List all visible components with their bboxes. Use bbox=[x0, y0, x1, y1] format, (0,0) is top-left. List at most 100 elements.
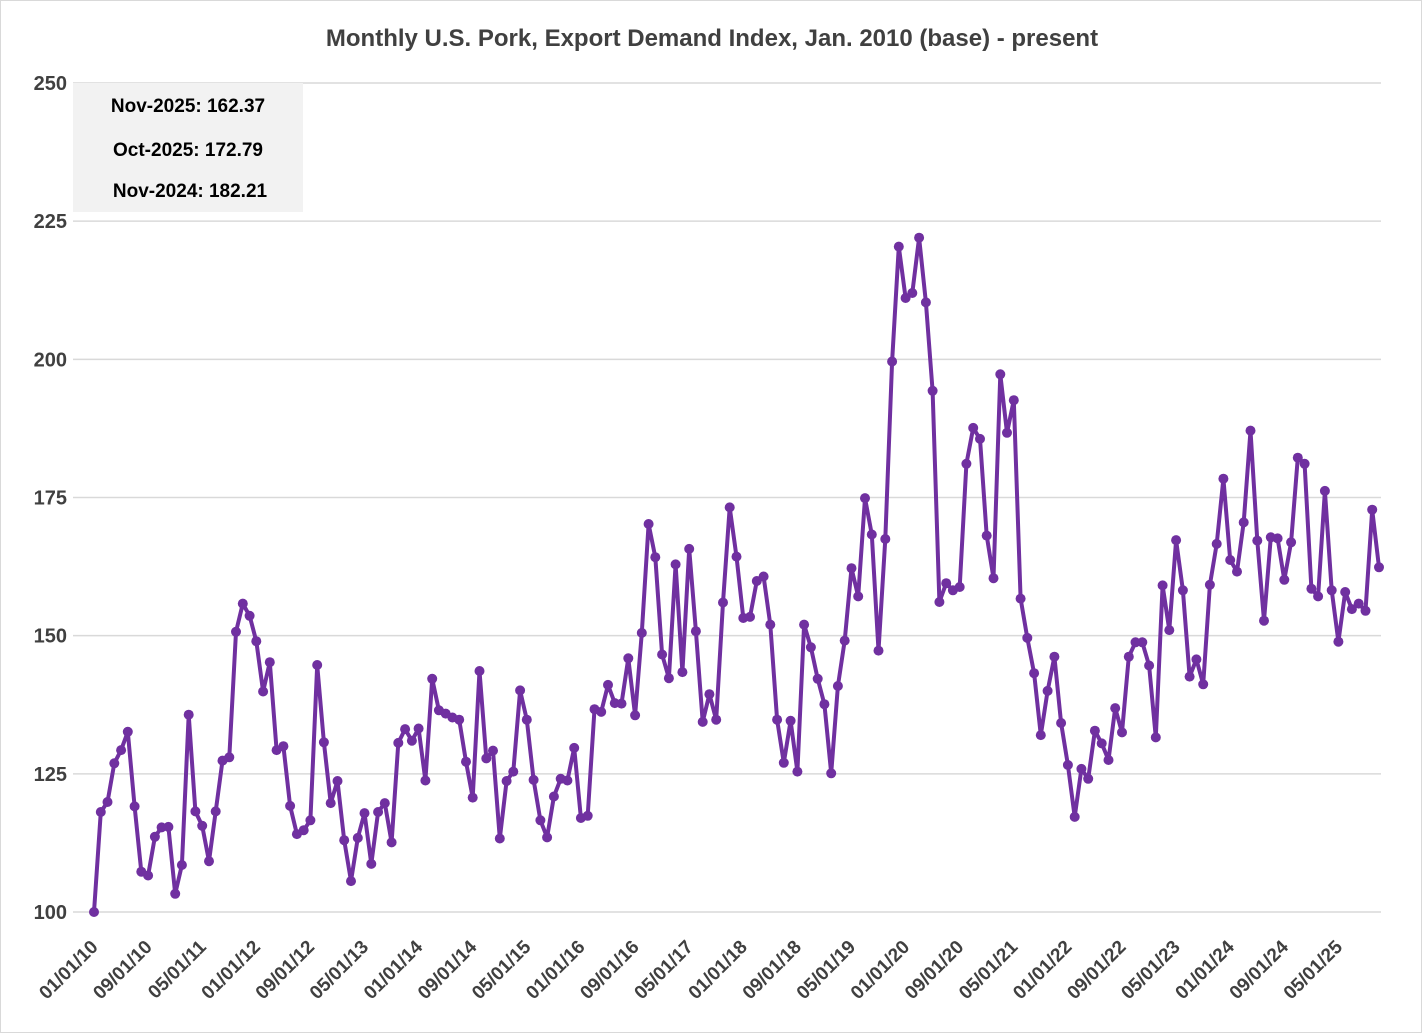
data-point bbox=[663, 673, 674, 684]
data-point bbox=[481, 753, 492, 764]
y-tick-label-200: 200 bbox=[34, 349, 67, 371]
data-point bbox=[210, 806, 221, 817]
x-tick-label-09-01-18: 09/01/18 bbox=[739, 937, 806, 1004]
data-point bbox=[528, 774, 539, 785]
data-point bbox=[1002, 427, 1012, 438]
data-point bbox=[704, 689, 715, 700]
x-tick-label-09-01-24: 09/01/24 bbox=[1226, 936, 1293, 1003]
data-point bbox=[1096, 738, 1107, 749]
data-point bbox=[427, 673, 438, 684]
data-point bbox=[1056, 718, 1067, 728]
data-point bbox=[697, 716, 708, 727]
data-point bbox=[1177, 585, 1188, 596]
data-point bbox=[562, 775, 573, 786]
data-point bbox=[413, 723, 424, 734]
data-point bbox=[346, 876, 356, 887]
data-point bbox=[765, 619, 776, 630]
series-line bbox=[92, 235, 1381, 914]
data-point bbox=[684, 543, 695, 554]
data-point bbox=[1022, 632, 1033, 643]
data-point bbox=[373, 807, 384, 817]
data-point bbox=[501, 776, 512, 786]
data-point bbox=[1252, 535, 1263, 546]
data-point bbox=[792, 766, 803, 777]
data-point bbox=[670, 559, 681, 570]
data-point bbox=[1306, 583, 1317, 594]
data-point bbox=[298, 825, 309, 836]
data-point bbox=[1035, 730, 1046, 741]
data-point bbox=[1286, 537, 1297, 548]
data-point bbox=[1279, 574, 1290, 585]
data-point bbox=[386, 837, 397, 848]
x-tick-label-01-01-10: 01/01/10 bbox=[35, 937, 102, 1004]
data-point bbox=[312, 660, 323, 670]
data-point bbox=[129, 801, 140, 812]
y-tick-label-150: 150 bbox=[34, 626, 67, 648]
data-point bbox=[224, 752, 235, 763]
data-point bbox=[582, 810, 593, 821]
data-point bbox=[1218, 473, 1229, 484]
data-point bbox=[359, 808, 370, 819]
data-point bbox=[1076, 763, 1087, 774]
data-point bbox=[1238, 517, 1249, 528]
data-point bbox=[393, 737, 404, 748]
data-point bbox=[745, 611, 755, 622]
data-point bbox=[880, 534, 891, 544]
data-point bbox=[1029, 668, 1040, 679]
y-tick-label-175: 175 bbox=[34, 488, 67, 510]
data-point bbox=[1171, 535, 1182, 546]
x-tick-label-09-01-22: 09/01/22 bbox=[1063, 937, 1130, 1004]
data-point bbox=[89, 907, 99, 917]
x-tick-label-01-01-14: 01/01/14 bbox=[360, 936, 427, 1003]
x-tick-label-09-01-12: 09/01/12 bbox=[252, 937, 319, 1004]
data-point bbox=[183, 709, 194, 720]
data-point bbox=[1299, 458, 1310, 469]
data-point bbox=[596, 706, 607, 717]
data-point bbox=[508, 766, 519, 777]
data-point bbox=[961, 458, 972, 469]
data-point bbox=[521, 714, 532, 725]
data-point bbox=[1353, 598, 1364, 609]
data-point bbox=[724, 502, 735, 513]
x-tick-label-09-01-16: 09/01/16 bbox=[576, 937, 643, 1004]
data-point bbox=[1272, 533, 1283, 544]
data-point bbox=[1232, 566, 1242, 577]
data-point bbox=[1164, 625, 1175, 636]
x-tick-label-01-01-18: 01/01/18 bbox=[685, 937, 752, 1004]
data-point bbox=[542, 832, 553, 843]
data-point bbox=[109, 758, 120, 769]
data-point bbox=[920, 297, 931, 308]
data-point bbox=[1198, 679, 1209, 690]
data-point bbox=[1360, 605, 1371, 616]
x-tick-label-05-01-15: 05/01/15 bbox=[468, 936, 535, 1003]
data-point bbox=[102, 797, 113, 807]
data-point bbox=[907, 288, 918, 298]
x-tick-label-01-01-22: 01/01/22 bbox=[1009, 937, 1076, 1004]
data-point bbox=[772, 714, 783, 725]
x-tick-label-05-01-21: 05/01/21 bbox=[955, 936, 1022, 1003]
data-point bbox=[264, 657, 275, 668]
data-point bbox=[1367, 504, 1378, 515]
x-tick-label-01-01-12: 01/01/12 bbox=[198, 937, 265, 1004]
data-point bbox=[1062, 760, 1073, 770]
data-point bbox=[204, 856, 214, 867]
data-point bbox=[400, 724, 411, 735]
data-point bbox=[461, 756, 471, 767]
data-point bbox=[454, 714, 465, 725]
data-point bbox=[515, 685, 526, 696]
data-point bbox=[650, 552, 661, 563]
data-point bbox=[406, 735, 417, 746]
x-tick-label-01-01-24: 01/01/24 bbox=[1172, 936, 1239, 1003]
data-point bbox=[860, 493, 870, 504]
data-point bbox=[163, 821, 174, 832]
data-point bbox=[1346, 604, 1357, 615]
data-point bbox=[603, 679, 613, 690]
series-points bbox=[89, 232, 1384, 917]
data-point bbox=[332, 776, 343, 786]
annotation-box-background bbox=[73, 83, 303, 212]
annotation-nov-2024: Nov-2024: 182.21 bbox=[113, 181, 268, 202]
data-point bbox=[143, 870, 154, 881]
data-point bbox=[1184, 671, 1195, 682]
data-point bbox=[1204, 579, 1215, 590]
data-point bbox=[305, 815, 316, 826]
